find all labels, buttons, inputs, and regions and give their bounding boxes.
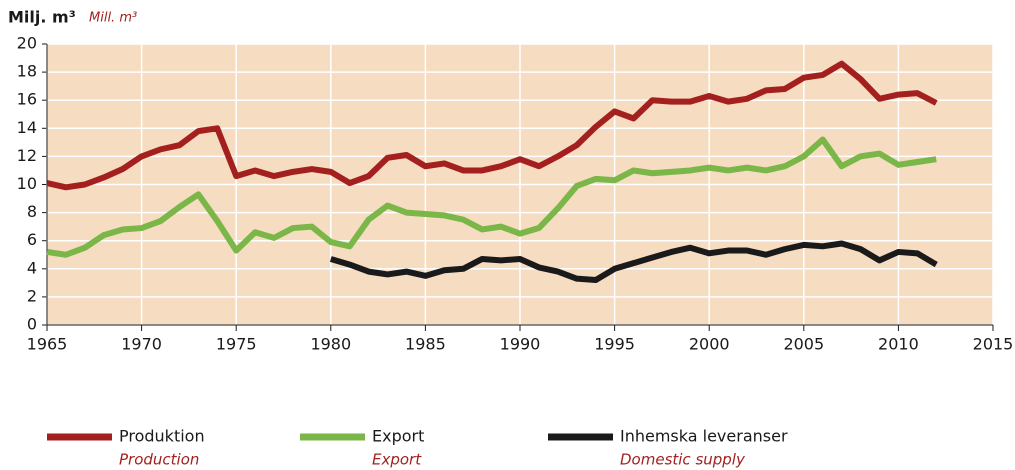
series-line (46, 136, 937, 258)
y-axis-label-en: Mill. m³ (89, 11, 137, 26)
y-tick-label: 10 (17, 174, 37, 193)
y-tick-label: 8 (27, 202, 37, 221)
x-tick-label: 1965 (27, 335, 68, 354)
legend-label: Export (372, 427, 424, 446)
y-tick-label: 12 (17, 146, 37, 165)
legend-label-en: Production (119, 451, 199, 469)
y-axis-label: Milj. m³ (8, 8, 76, 27)
y-tick-label: 2 (27, 286, 37, 305)
legend-label-en: Export (372, 451, 422, 469)
x-tick-label: 1980 (310, 335, 351, 354)
x-tick-label: 1970 (121, 335, 162, 354)
y-tick-label: 20 (17, 34, 37, 53)
y-tick-label: 0 (27, 315, 37, 334)
legend-label: Produktion (119, 427, 205, 446)
x-tick-label: 1995 (594, 335, 635, 354)
x-tick-label: 1985 (405, 335, 446, 354)
legend-label: Inhemska leveranser (620, 427, 788, 446)
series-line (46, 60, 938, 191)
y-tick-label: 16 (17, 90, 37, 109)
legend-label-en: Domestic supply (620, 451, 746, 469)
x-tick-label: 2015 (973, 335, 1014, 354)
x-tick-label: 1975 (216, 335, 257, 354)
x-tick-label: 1990 (500, 335, 541, 354)
y-tick-label: 14 (17, 118, 37, 137)
x-tick-label: 2010 (878, 335, 919, 354)
y-tick-label: 4 (27, 258, 37, 277)
x-tick-label: 2005 (783, 335, 824, 354)
y-tick-label: 18 (17, 62, 37, 81)
series-line (329, 240, 938, 284)
y-tick-label: 6 (27, 230, 37, 249)
x-tick-label: 2000 (689, 335, 730, 354)
